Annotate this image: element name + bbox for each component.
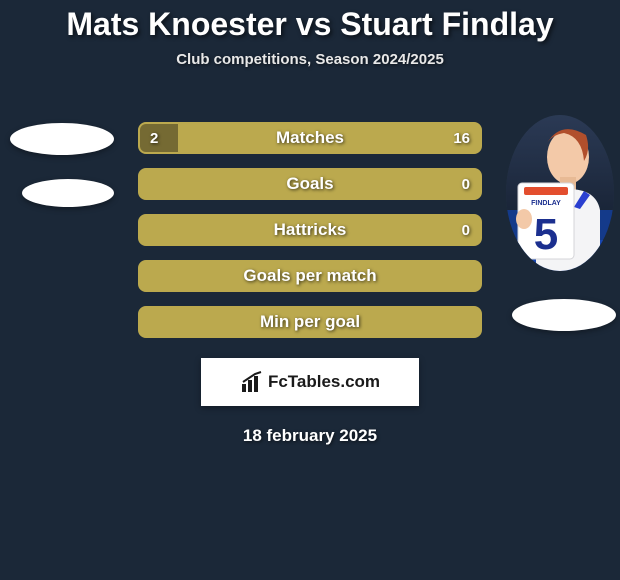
right-player-column: FINDLAY 5: [506, 115, 616, 331]
page-title: Mats Knoester vs Stuart Findlay: [0, 0, 620, 43]
left-player-placeholder-2: [22, 179, 114, 207]
stat-left-value: 2: [150, 124, 158, 152]
player-photo-icon: FINDLAY 5: [506, 115, 614, 271]
chart-icon: [240, 370, 264, 394]
stat-row-goals-per-match: Goals per match: [138, 260, 482, 292]
stat-row-matches: Matches2 16: [138, 122, 482, 154]
jersey-number-text: 5: [534, 210, 558, 259]
right-player-placeholder: [512, 299, 616, 331]
stat-label: Hattricks: [140, 216, 480, 244]
left-player-placeholder-1: [10, 123, 114, 155]
stat-row-min-per-goal: Min per goal: [138, 306, 482, 338]
stat-right-value: 0: [462, 216, 470, 244]
subtitle: Club competitions, Season 2024/2025: [0, 43, 620, 88]
stat-right-value: 0: [462, 170, 470, 198]
stat-label: Goals per match: [140, 262, 480, 290]
stat-right-value: 16: [453, 124, 470, 152]
fctables-logo: FcTables.com: [201, 358, 419, 406]
left-player-column: [4, 115, 114, 207]
stat-label: Min per goal: [140, 308, 480, 336]
right-player-portrait: FINDLAY 5: [506, 115, 614, 271]
stat-row-goals: Goals0: [138, 168, 482, 200]
date-line: 18 february 2025: [0, 426, 620, 446]
jersey-name-text: FINDLAY: [531, 200, 561, 207]
stat-row-hattricks: Hattricks0: [138, 214, 482, 246]
stat-label: Goals: [140, 170, 480, 198]
stat-label: Matches: [140, 124, 480, 152]
stats-bars: Matches216Goals0Hattricks0Goals per matc…: [138, 122, 482, 352]
logo-text: FcTables.com: [268, 372, 380, 392]
